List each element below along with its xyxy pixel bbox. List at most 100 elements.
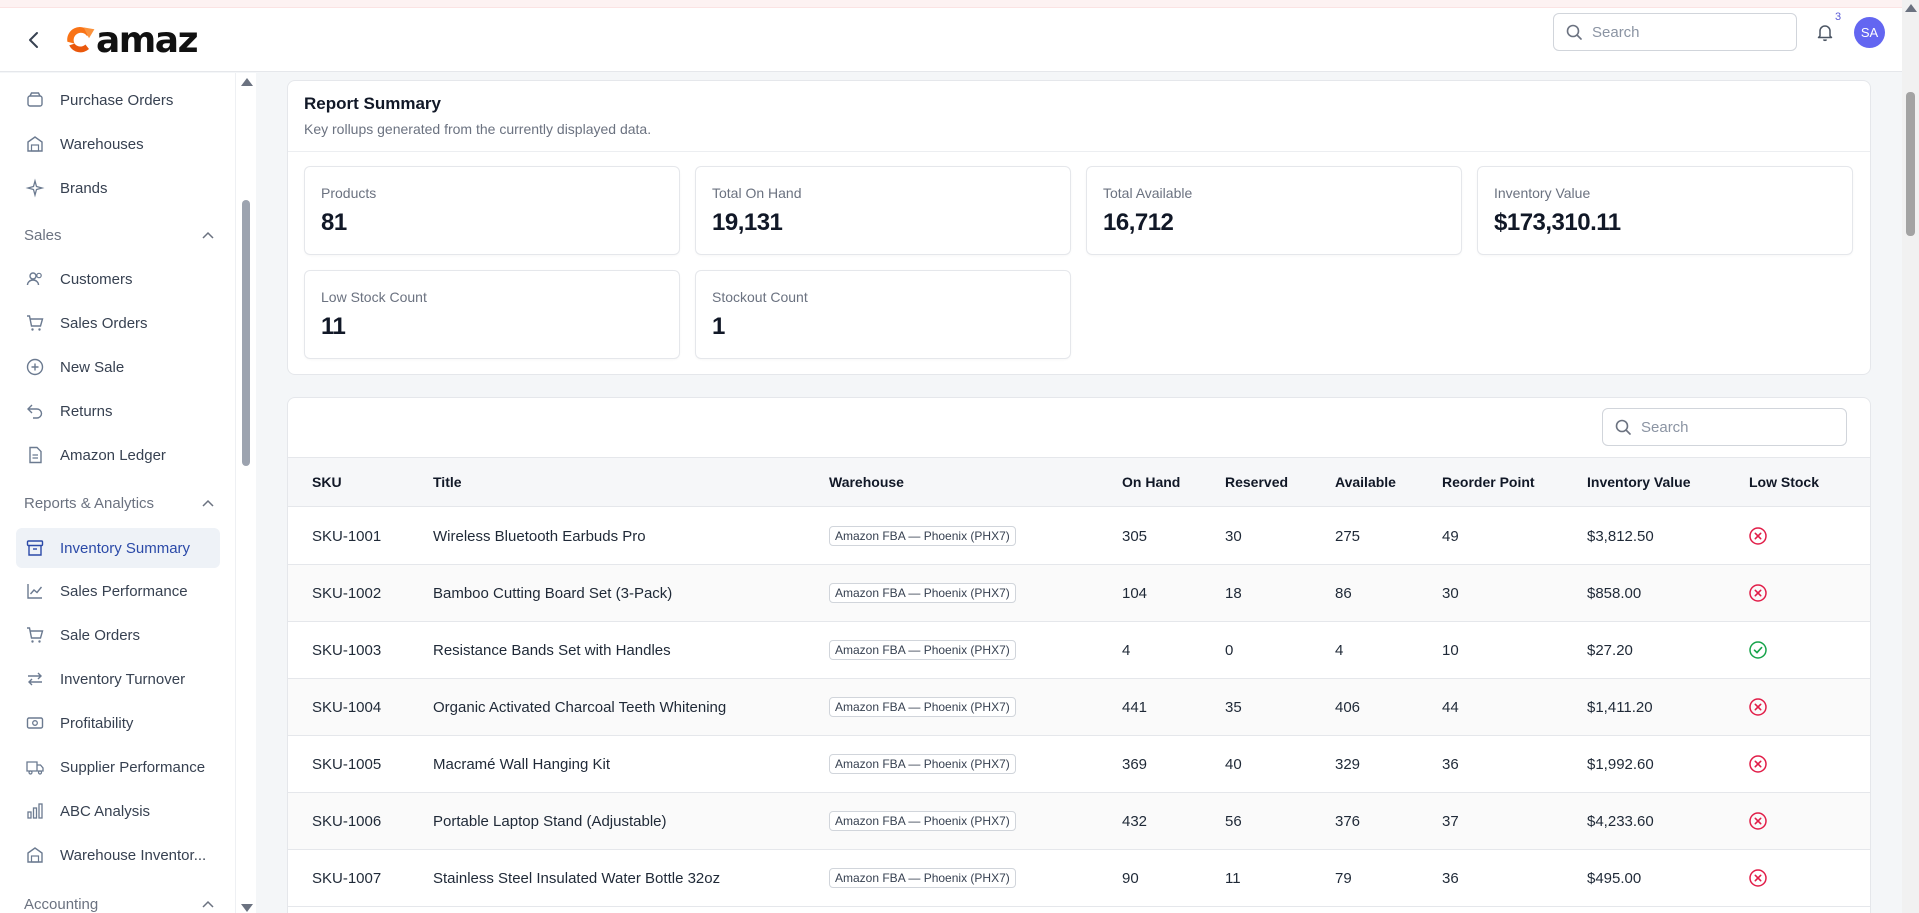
stat-value: 1 (712, 313, 725, 340)
column-header-inventory-value[interactable]: Inventory Value (1587, 474, 1691, 490)
cell-inventory-value: $4,233.60 (1587, 813, 1654, 830)
search-icon (1615, 419, 1631, 435)
sidebar-item-warehouses[interactable]: Warehouses (16, 124, 220, 164)
stat-stockout-count: Stockout Count 1 (695, 270, 1071, 359)
chevron-up-icon (202, 499, 214, 507)
sidebar-item-returns[interactable]: Returns (16, 391, 220, 431)
cell-sku: SKU-1007 (312, 870, 382, 887)
stat-inventory-value: Inventory Value $173,310.11 (1477, 166, 1853, 255)
table-row[interactable]: SKU-1007 Stainless Steel Insulated Water … (288, 850, 1870, 907)
cell-title: Macramé Wall Hanging Kit (433, 756, 611, 773)
sidebar-scroll-thumb[interactable] (242, 200, 250, 466)
sidebar-section-accounting[interactable]: Accounting (24, 889, 214, 913)
table-row[interactable]: SKU-1002 Bamboo Cutting Board Set (3-Pack… (288, 565, 1870, 622)
cell-on-hand: 90 (1122, 870, 1139, 887)
sidebar-item-customers[interactable]: Customers (16, 259, 220, 299)
column-header-reorder-point[interactable]: Reorder Point (1442, 474, 1535, 490)
logo-mark-icon (67, 27, 95, 53)
sidebar-item-profitability[interactable]: Profitability (16, 703, 220, 743)
cell-sku: SKU-1001 (312, 528, 382, 545)
chart-line-icon (24, 580, 46, 602)
app-logo[interactable]: amaz (62, 20, 199, 61)
table-row[interactable]: SKU-1006 Portable Laptop Stand (Adjustabl… (288, 793, 1870, 850)
x-circle-icon (1749, 527, 1767, 545)
user-avatar[interactable]: SA (1854, 17, 1885, 48)
cell-title: Stainless Steel Insulated Water Bottle 3… (433, 870, 721, 887)
sidebar-item-inventory-summary[interactable]: Inventory Summary (16, 528, 220, 568)
main-scroll-thumb[interactable] (1906, 92, 1915, 236)
sidebar-item-label: Supplier Performance (60, 758, 206, 776)
back-button[interactable] (22, 28, 46, 52)
sidebar-scrollbar[interactable] (236, 73, 256, 913)
column-header-sku[interactable]: SKU (312, 474, 342, 490)
sidebar-item-sales-performance[interactable]: Sales Performance (16, 571, 220, 611)
stat-label: Stockout Count (712, 289, 808, 305)
section-label: Reports & Analytics (24, 494, 155, 512)
sidebar-item-label: New Sale (60, 358, 125, 376)
cell-reorder-point: 37 (1442, 813, 1459, 830)
table-row[interactable]: SKU-1005 Macramé Wall Hanging Kit 369 40 329… (288, 736, 1870, 793)
summary-title: Report Summary (304, 94, 441, 113)
notification-count-badge: 3 (1835, 11, 1842, 23)
sidebar-section-sales[interactable]: Sales (24, 220, 214, 250)
cell-reorder-point: 36 (1442, 870, 1459, 887)
warehouse-icon (24, 133, 46, 155)
sidebar-scroll-down[interactable] (241, 904, 253, 912)
sidebar-item-warehouse-inventory[interactable]: Warehouse Inventor... (16, 835, 220, 875)
sidebar-item-purchase-orders[interactable]: Purchase Orders (16, 80, 220, 120)
column-header-reserved[interactable]: Reserved (1225, 474, 1289, 490)
sidebar-item-new-sale[interactable]: New Sale (16, 347, 220, 387)
cell-available: 329 (1335, 756, 1361, 773)
cell-reserved: 35 (1225, 699, 1242, 716)
stat-label: Total Available (1103, 185, 1193, 201)
plus-circle-icon (24, 356, 46, 378)
cell-on-hand: 4 (1122, 642, 1131, 659)
cell-reserved: 40 (1225, 756, 1242, 773)
cell-on-hand: 441 (1122, 699, 1148, 716)
sidebar-item-label: Sale Orders (60, 626, 141, 644)
sidebar-item-inventory-turnover[interactable]: Inventory Turnover (16, 659, 220, 699)
column-header-warehouse[interactable]: Warehouse (829, 474, 904, 490)
cash-icon (24, 712, 46, 734)
sidebar-item-amazon-ledger[interactable]: Amazon Ledger (16, 435, 220, 475)
main-scroll-up[interactable] (1905, 4, 1917, 12)
stat-value: 19,131 (712, 209, 783, 236)
global-search-input[interactable] (1592, 23, 1772, 41)
cell-inventory-value: $1,411.20 (1587, 699, 1653, 716)
column-header-on-hand[interactable]: On Hand (1122, 474, 1181, 490)
table-row[interactable]: SKU-1001 Wireless Bluetooth Earbuds Pro 30… (288, 508, 1870, 565)
cell-title: Bamboo Cutting Board Set (3-Pack) (433, 585, 673, 602)
table-search[interactable] (1602, 408, 1847, 446)
table-search-input[interactable] (1641, 418, 1821, 436)
column-header-title[interactable]: Title (433, 474, 462, 490)
stat-low-stock-count: Low Stock Count 11 (304, 270, 680, 359)
cell-sku: SKU-1005 (312, 756, 382, 773)
cell-inventory-value: $495.00 (1587, 870, 1642, 887)
notifications-button[interactable] (1812, 19, 1838, 45)
sidebar-scroll-up[interactable] (241, 78, 253, 86)
table-row[interactable]: SKU-1004 Organic Activated Charcoal Teeth… (288, 679, 1870, 736)
warehouse-badge: Amazon FBA — Phoenix (PHX7) (829, 811, 1016, 831)
column-header-available[interactable]: Available (1335, 474, 1396, 490)
sidebar-section-reports[interactable]: Reports & Analytics (24, 488, 214, 518)
cart-icon (24, 624, 46, 646)
column-header-low-stock[interactable]: Low Stock (1749, 474, 1820, 490)
stat-label: Inventory Value (1494, 185, 1591, 201)
table-row[interactable]: SKU-1003 Resistance Bands Set with Handle… (288, 622, 1870, 679)
sidebar-item-label: ABC Analysis (60, 802, 151, 820)
global-search[interactable] (1553, 13, 1797, 51)
sidebar-item-abc-analysis[interactable]: ABC Analysis (16, 791, 220, 831)
sparkles-icon (24, 177, 46, 199)
sidebar-item-sales-orders[interactable]: Sales Orders (16, 303, 220, 343)
cell-title: Wireless Bluetooth Earbuds Pro (433, 528, 646, 545)
sidebar-item-supplier-performance[interactable]: Supplier Performance (16, 747, 220, 787)
stat-value: $173,310.11 (1494, 209, 1621, 236)
cell-reorder-point: 49 (1442, 528, 1459, 545)
chevron-up-icon (202, 900, 214, 908)
warehouse-badge: Amazon FBA — Phoenix (PHX7) (829, 868, 1016, 888)
sidebar-item-sale-orders[interactable]: Sale Orders (16, 615, 220, 655)
sidebar-item-label: Brands (60, 179, 108, 197)
section-label: Sales (24, 226, 62, 244)
sidebar-item-brands[interactable]: Brands (16, 168, 220, 208)
sidebar-item-label: Inventory Turnover (60, 670, 186, 688)
